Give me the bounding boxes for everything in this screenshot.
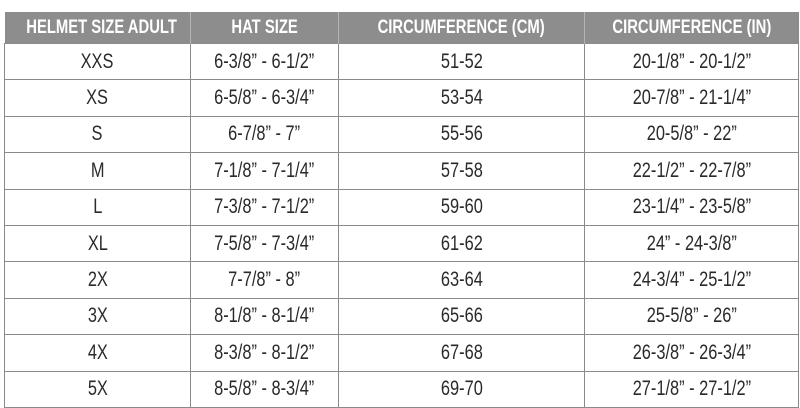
table-row: XL 7-5/8” - 7-3/4” 61-62 24” - 24-3/8”	[4, 224, 799, 263]
cell-text: 8-1/8” - 8-1/4”	[214, 304, 315, 328]
circumference-cm-cell: 69-70	[338, 370, 585, 408]
cell-text: 63-64	[440, 268, 483, 292]
cell-text: 55-56	[440, 122, 483, 146]
cell-text: 8-3/8” - 8-1/2”	[214, 340, 315, 364]
cell-text: 22-1/2” - 22-7/8”	[632, 158, 751, 182]
cell-text: 4X	[87, 340, 108, 364]
circumference-cm-cell: 63-64	[338, 261, 585, 299]
circumference-in-cell: 23-1/4” - 23-5/8”	[584, 188, 799, 226]
cell-text: 51-52	[440, 49, 483, 73]
table-row: 3X 8-1/8” - 8-1/4” 65-66 25-5/8” - 26”	[4, 297, 799, 336]
cell-text: 7-3/8” - 7-1/2”	[214, 195, 315, 219]
cell-text: 3X	[87, 304, 108, 328]
table-row: L 7-3/8” - 7-1/2” 59-60 23-1/4” - 23-5/8”	[4, 188, 799, 226]
cell-text: 20-7/8” - 21-1/4”	[632, 86, 751, 110]
cell-text: 6-7/8” - 7”	[228, 122, 301, 146]
header-hat-size: HAT SIZE	[190, 12, 339, 44]
cell-text: 27-1/8” - 27-1/2”	[632, 377, 751, 401]
cell-text: L	[92, 195, 103, 219]
header-helmet-size: HELMET SIZE ADULT	[4, 12, 191, 44]
hat-size-cell: 6-5/8” - 6-3/4”	[190, 79, 339, 117]
circumference-cm-cell: 53-54	[338, 79, 585, 117]
table-row: 5X 8-5/8” - 8-3/4” 69-70 27-1/8” - 27-1/2”	[4, 370, 799, 408]
cell-text: 7-5/8” - 7-3/4”	[214, 231, 315, 255]
cell-text: S	[92, 122, 103, 146]
cell-text: 61-62	[440, 231, 483, 255]
cell-text: 65-66	[440, 304, 483, 328]
hat-size-cell: 7-3/8” - 7-1/2”	[190, 188, 339, 226]
cell-text: 7-7/8” - 8”	[228, 268, 301, 292]
circumference-in-cell: 24-3/4” - 25-1/2”	[584, 261, 799, 299]
cell-text: 57-58	[440, 158, 483, 182]
circumference-in-cell: 20-7/8” - 21-1/4”	[584, 79, 799, 117]
cell-text: 26-3/8” - 26-3/4”	[632, 340, 751, 364]
circumference-in-cell: 20-1/8” - 20-1/2”	[584, 42, 799, 81]
helmet-size-cell: S	[4, 115, 191, 154]
hat-size-cell: 7-1/8” - 7-1/4”	[190, 152, 339, 190]
cell-text: 7-1/8” - 7-1/4”	[214, 158, 315, 182]
cell-text: 20-1/8” - 20-1/2”	[632, 49, 751, 73]
hat-size-cell: 7-7/8” - 8”	[190, 261, 339, 299]
cell-text: 23-1/4” - 23-5/8”	[632, 195, 751, 219]
helmet-size-cell: XS	[4, 79, 191, 117]
hat-size-cell: 7-5/8” - 7-3/4”	[190, 224, 339, 263]
circumference-cm-cell: 51-52	[338, 42, 585, 81]
cell-text: XXS	[81, 49, 114, 73]
cell-text: XL	[87, 231, 108, 255]
helmet-size-cell: 2X	[4, 261, 191, 299]
cell-text: 25-5/8” - 26”	[646, 304, 737, 328]
header-circumference-cm: CIRCUMFERENCE (CM)	[338, 12, 585, 44]
circumference-cm-cell: 65-66	[338, 297, 585, 336]
header-circumference-in: CIRCUMFERENCE (IN)	[584, 12, 799, 44]
helmet-size-cell: XXS	[4, 42, 191, 81]
cell-text: 2X	[87, 268, 108, 292]
cell-text: 53-54	[440, 86, 483, 110]
table-row: XXS 6-3/8” - 6-1/2” 51-52 20-1/8” - 20-1/2”	[4, 42, 799, 81]
helmet-size-cell: XL	[4, 224, 191, 263]
hat-size-cell: 6-7/8” - 7”	[190, 115, 339, 154]
cell-text: 6-3/8” - 6-1/2”	[214, 49, 315, 73]
circumference-in-cell: 26-3/8” - 26-3/4”	[584, 334, 799, 372]
cell-text: 69-70	[440, 377, 483, 401]
circumference-in-cell: 20-5/8” - 22”	[584, 115, 799, 154]
cell-text: 8-5/8” - 8-3/4”	[214, 377, 315, 401]
table-row: 2X 7-7/8” - 8” 63-64 24-3/4” - 25-1/2”	[4, 261, 799, 299]
hat-size-cell: 8-3/8” - 8-1/2”	[190, 334, 339, 372]
circumference-cm-cell: 55-56	[338, 115, 585, 154]
helmet-size-table: HELMET SIZE ADULT HAT SIZE CIRCUMFERENCE…	[4, 12, 799, 408]
table-row: 4X 8-3/8” - 8-1/2” 67-68 26-3/8” - 26-3/4”	[4, 334, 799, 372]
helmet-size-cell: 4X	[4, 334, 191, 372]
cell-text: 67-68	[440, 340, 483, 364]
circumference-in-cell: 24” - 24-3/8”	[584, 224, 799, 263]
circumference-cm-cell: 61-62	[338, 224, 585, 263]
table-row: M 7-1/8” - 7-1/4” 57-58 22-1/2” - 22-7/8”	[4, 152, 799, 190]
cell-text: 59-60	[440, 195, 483, 219]
table-row: XS 6-5/8” - 6-3/4” 53-54 20-7/8” - 21-1/4”	[4, 79, 799, 117]
cell-text: 5X	[87, 377, 108, 401]
cell-text: XS	[86, 86, 109, 110]
hat-size-cell: 8-1/8” - 8-1/4”	[190, 297, 339, 336]
hat-size-cell: 6-3/8” - 6-1/2”	[190, 42, 339, 81]
table-row: S 6-7/8” - 7” 55-56 20-5/8” - 22”	[4, 115, 799, 154]
circumference-cm-cell: 59-60	[338, 188, 585, 226]
circumference-in-cell: 27-1/8” - 27-1/2”	[584, 370, 799, 408]
helmet-size-cell: 5X	[4, 370, 191, 408]
cell-text: 24-3/4” - 25-1/2”	[632, 268, 751, 292]
header-row: HELMET SIZE ADULT HAT SIZE CIRCUMFERENCE…	[4, 12, 799, 44]
cell-text: 24” - 24-3/8”	[646, 231, 737, 255]
helmet-size-cell: M	[4, 152, 191, 190]
cell-text: 6-5/8” - 6-3/4”	[214, 86, 315, 110]
helmet-size-cell: 3X	[4, 297, 191, 336]
circumference-cm-cell: 67-68	[338, 334, 585, 372]
cell-text: 20-5/8” - 22”	[646, 122, 737, 146]
circumference-in-cell: 25-5/8” - 26”	[584, 297, 799, 336]
hat-size-cell: 8-5/8” - 8-3/4”	[190, 370, 339, 408]
circumference-cm-cell: 57-58	[338, 152, 585, 190]
helmet-size-cell: L	[4, 188, 191, 226]
circumference-in-cell: 22-1/2” - 22-7/8”	[584, 152, 799, 190]
cell-text: M	[90, 158, 105, 182]
